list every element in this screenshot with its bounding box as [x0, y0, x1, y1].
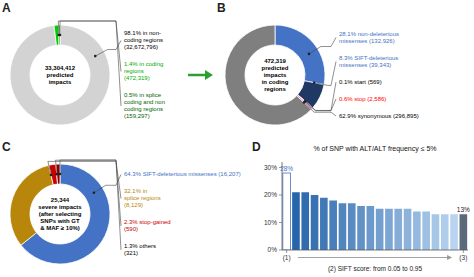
bar [320, 198, 328, 250]
annotation: 2.3% stop-gained(590) [124, 219, 171, 232]
leader-dot [59, 34, 62, 37]
leader-line [60, 21, 121, 106]
annotation: 8.3% SIFT-deleteriousmissenses (39,343) [339, 55, 398, 68]
bar [357, 206, 365, 250]
y-tick-label: 10% [264, 219, 277, 226]
data-label: 13% [457, 206, 470, 213]
annotation: 1.4% in codingregions(472,319) [124, 61, 163, 81]
leader-line [314, 62, 336, 86]
bar [422, 212, 430, 251]
leader-line [304, 103, 336, 116]
leader-dot [93, 191, 96, 194]
bar [376, 209, 384, 250]
donut-panel: A 33,304,412predictedimpacts 98.1% in non-… [2, 1, 165, 125]
chart-title: % of SNP with ALT/ALT frequency ≤ 5% [313, 145, 436, 153]
leader-line [305, 99, 336, 111]
leader-dot [303, 101, 306, 104]
leader-dot [55, 173, 58, 176]
center-text: 33,304,412predictedimpacts [45, 65, 76, 85]
y-tick-label: 20% [264, 191, 277, 198]
leader-line [56, 160, 121, 226]
bar [301, 192, 309, 250]
annotation: 1.3% others(321) [124, 243, 156, 256]
leader-dot [94, 55, 97, 58]
y-tick-label: 30% [264, 164, 277, 171]
annotation: 28.1% non-deleteriousmissenses (132,926) [339, 31, 399, 44]
bar [432, 214, 440, 250]
donut-panel: B 472,319predictedimpactsin codingregions… [217, 1, 419, 125]
y-tick-label: 0% [268, 246, 278, 253]
leader-dot [313, 81, 316, 84]
annotation: 0.6% stop (2,586) [339, 96, 386, 102]
slices [10, 25, 110, 125]
bar [329, 201, 337, 251]
donut-slice [10, 25, 110, 125]
bar [283, 173, 291, 250]
bar [367, 206, 375, 250]
bar-panel: D % of SNP with ALT/ALT frequency ≤ 5% 0% 1… [252, 140, 470, 272]
panel-label: C [2, 140, 11, 154]
x-tick [463, 250, 464, 253]
slices [10, 164, 110, 264]
annotation: 64.3% SIFT-deleterious missenses (16,207… [124, 171, 241, 177]
bar [385, 209, 393, 250]
x-axis-line [282, 250, 468, 251]
donut-panel: C 25,344severe impacts(after selectingSNP… [2, 140, 241, 264]
donut-slice [225, 25, 311, 125]
axis-arrow [298, 257, 449, 258]
leader-line [309, 38, 336, 54]
leader-line [58, 21, 121, 71]
bar [441, 214, 449, 250]
transition-arrow-head [205, 70, 213, 80]
x-axis-label: (2) SIFT score: from 0.05 to 0.95 [328, 265, 423, 273]
leader-line [60, 160, 121, 250]
leader-dot [59, 173, 62, 176]
panel-label: D [252, 140, 261, 154]
leader-line [48, 161, 121, 198]
figure: A 33,304,412predictedimpacts 98.1% in non-… [0, 0, 474, 277]
data-label: 28% [280, 165, 293, 172]
annotation: 0.1% start (569) [339, 79, 382, 85]
axis-arrow-head [447, 255, 452, 260]
leader-dot [308, 53, 311, 56]
y-tick [279, 195, 282, 196]
slices [225, 25, 325, 125]
bar [311, 195, 319, 250]
annotation: 98.1% in non-coding regions(32,672,796) [124, 30, 163, 50]
bar [413, 212, 421, 251]
annotation: 0.5% in splicecoding and noncoding regio… [124, 92, 165, 119]
bar [450, 214, 458, 250]
center-text: 25,344severe impacts(after selectingSNPs… [38, 197, 82, 231]
transition-arrow [188, 74, 207, 77]
annotation: 62.9% synonymous (296,895) [339, 113, 419, 119]
bars [283, 173, 467, 250]
bar [292, 192, 300, 250]
leader-dot [50, 174, 53, 177]
y-tick [279, 222, 282, 223]
y-axis-line [282, 162, 283, 250]
x-tick-label: (3) [459, 254, 467, 262]
bar [460, 214, 468, 250]
leader-line [305, 82, 336, 110]
bar [404, 209, 412, 250]
bar [348, 203, 356, 250]
center-text: 472,319predictedimpactsin codingregions [261, 58, 288, 92]
annotation: 32.1% insplice regions(8,129) [124, 188, 161, 208]
panel-label: A [2, 1, 11, 15]
y-tick [279, 250, 282, 251]
panel-label: B [217, 1, 226, 15]
x-tick [286, 250, 287, 253]
bar [339, 203, 347, 250]
x-tick-label: (1) [283, 254, 291, 262]
bar [394, 209, 402, 250]
